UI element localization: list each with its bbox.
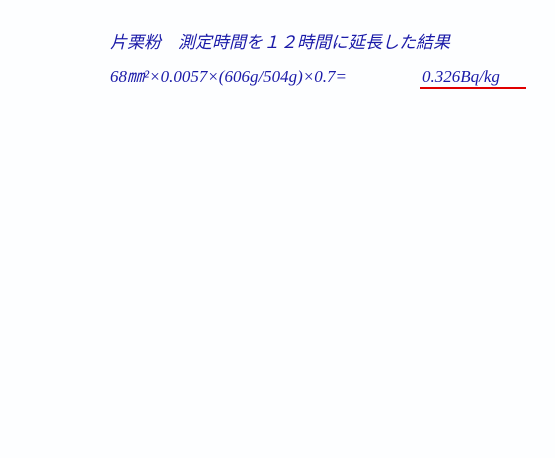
annotation: 0.326Bq/kg: [422, 67, 500, 86]
annotation: 片栗粉 測定時間を１２時間に延長した結果: [110, 33, 451, 52]
annotation: 68㎜²×0.0057×(606g/504g)×0.7=: [110, 67, 347, 86]
